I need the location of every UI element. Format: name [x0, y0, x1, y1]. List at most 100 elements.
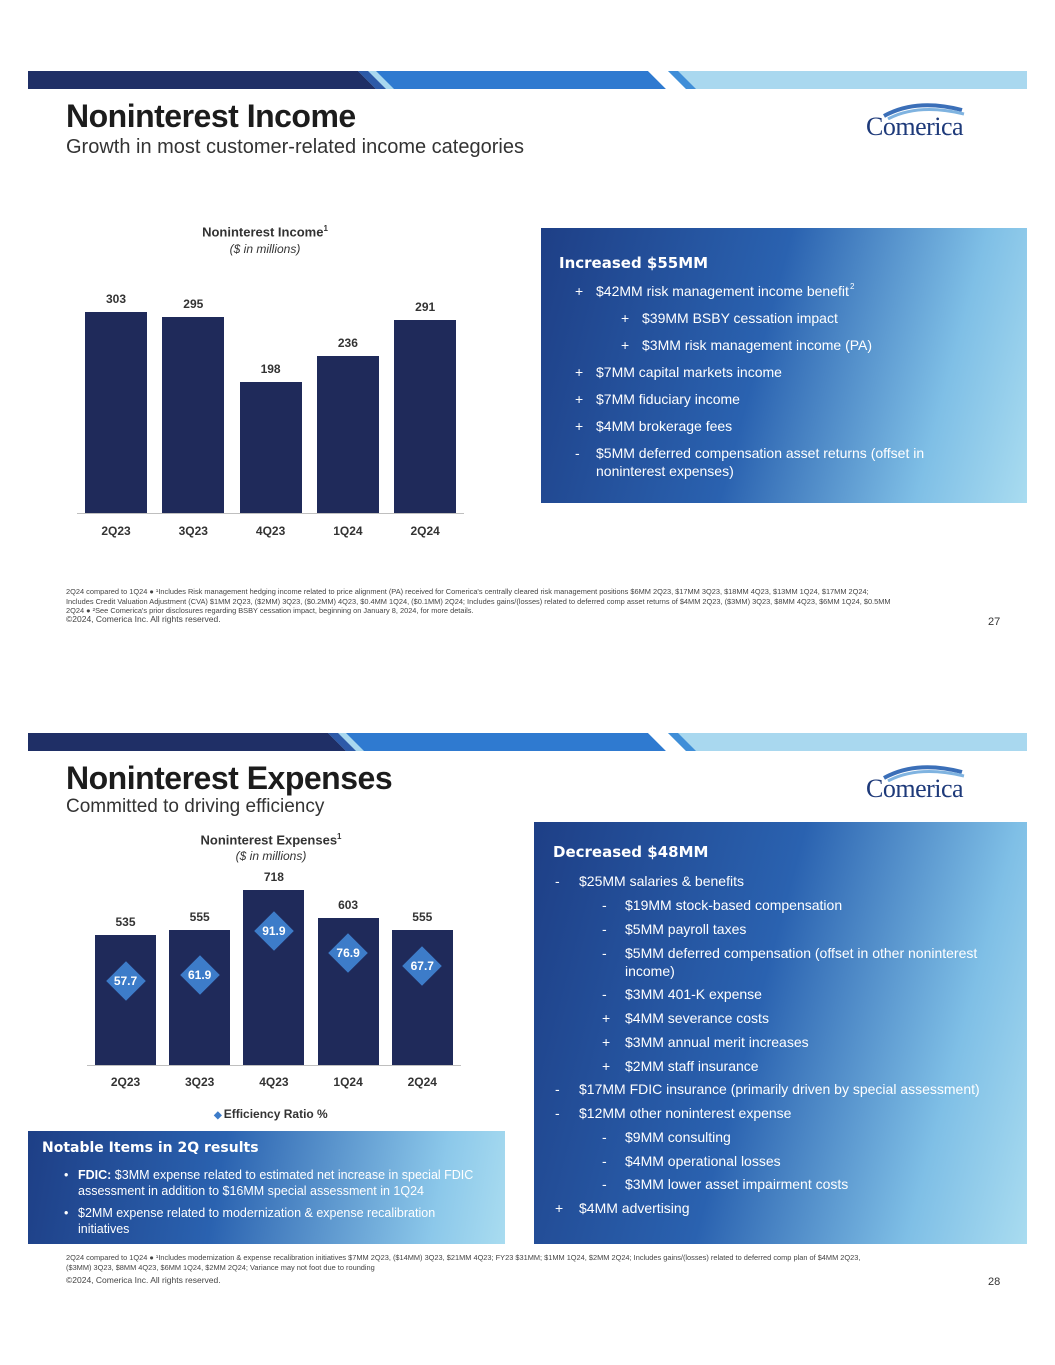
panel-list-text: $4MM advertising	[579, 1200, 690, 1216]
panel-list-text: $2MM staff insurance	[625, 1058, 759, 1074]
income-summary-panel: Increased $55MM + $42MM risk management i…	[541, 228, 1027, 503]
ratio-value-label: 61.9	[188, 967, 212, 982]
bar-value-label: 555	[412, 910, 433, 924]
fdic-label: FDIC:	[78, 1168, 112, 1182]
minus-icon: -	[602, 921, 607, 937]
panel-list-item: - $19MM stock-based compensation	[602, 896, 1004, 914]
panel-heading: Increased $55MM	[559, 254, 709, 272]
panel-list-text: $19MM stock-based compensation	[625, 897, 843, 913]
bar-value-label: 291	[415, 300, 436, 314]
panel-list-item: - $17MM FDIC insurance (primarily driven …	[555, 1080, 1004, 1098]
bullet-line: $2MM expense related to modernization & …	[78, 1206, 436, 1220]
panel-list-text: income)	[625, 963, 675, 979]
ratio-value-label: 76.9	[336, 945, 360, 960]
panel-list-text: $3MM annual merit increases	[625, 1034, 809, 1050]
panel-list-text: $39MM BSBY cessation impact	[642, 310, 838, 326]
bar-2Q24	[394, 320, 457, 513]
bullet-line: $3MM expense related to estimated net in…	[111, 1168, 474, 1182]
panel-list-item: + $7MM fiduciary income	[575, 390, 1015, 408]
chart-legend: ◆ Efficiency Ratio %	[214, 1107, 328, 1121]
x-tick-label: 2Q24	[407, 1075, 437, 1089]
minus-icon: -	[602, 1129, 607, 1145]
chart-title-text: Noninterest Income	[202, 224, 324, 240]
page-title: Noninterest Expenses	[66, 760, 393, 796]
panel-list-item: + $39MM BSBY cessation impact	[621, 309, 1055, 327]
logo-wordmark: Comerica	[866, 774, 964, 803]
bar-3Q23	[169, 930, 231, 1065]
x-tick-label: 2Q24	[410, 524, 440, 538]
minus-icon: -	[555, 873, 560, 889]
footnote-line: 2Q24 compared to 1Q24 ● ¹Includes Risk m…	[66, 587, 869, 596]
plus-icon: +	[555, 1200, 564, 1216]
plus-icon: +	[602, 1010, 611, 1026]
minus-icon: -	[575, 445, 580, 461]
bar-value-label: 236	[337, 336, 358, 350]
diamond-legend-icon: ◆	[214, 1110, 222, 1121]
efficiency-ratio-marker: 67.7	[402, 946, 443, 986]
panel-list-item: - $25MM salaries & benefits	[555, 872, 1004, 890]
panel-list-item: + $42MM risk management income benefit 2	[575, 282, 1015, 300]
panel-list-item: + $4MM brokerage fees	[575, 417, 1015, 435]
x-tick-label: 3Q23	[178, 524, 208, 538]
bar-value-label: 603	[338, 898, 359, 912]
page-number: 27	[988, 616, 1001, 628]
panel-list-text: $5MM payroll taxes	[625, 921, 747, 937]
page-title: Noninterest Income	[66, 98, 356, 134]
panel-list-item: + $3MM annual merit increases	[602, 1033, 1004, 1051]
bar-value-label: 295	[183, 297, 204, 311]
footnote-marker: 2	[850, 282, 855, 291]
bullet-text: FDIC: $3MM expense related to estimated …	[78, 1167, 473, 1199]
bullet-icon: •	[64, 1168, 69, 1182]
notable-heading: Notable Items in 2Q results	[42, 1140, 259, 1156]
footnote: 2Q24 compared to 1Q24 ● ¹Includes modern…	[66, 1253, 1026, 1272]
panel-list-text: $17MM FDIC insurance (primarily driven b…	[579, 1081, 980, 1097]
plus-icon: +	[602, 1034, 611, 1050]
copyright: ©2024, Comerica Inc. All rights reserved…	[66, 1275, 221, 1285]
comerica-logo: Comerica	[866, 762, 976, 803]
panel-list-item: + $2MM staff insurance	[602, 1057, 1004, 1075]
comerica-logo: Comerica	[866, 100, 976, 141]
panel-list-text: $12MM other noninterest expense	[579, 1105, 792, 1121]
ratio-value-label: 67.7	[410, 959, 434, 974]
plus-icon: +	[575, 418, 584, 434]
efficiency-ratio-marker: 91.9	[254, 911, 294, 951]
plus-icon: +	[602, 1058, 611, 1074]
panel-list-item: + $3MM risk management income (PA)	[621, 336, 1055, 354]
panel-list-text: $5MM deferred compensation (offset in ot…	[625, 945, 978, 961]
panel-list-item: - $4MM operational losses	[602, 1152, 1004, 1170]
notable-items-panel: Notable Items in 2Q results • FDIC: $3MM…	[28, 1131, 505, 1244]
header-stripe	[28, 71, 1027, 89]
chart-subtitle: ($ in millions)	[229, 242, 301, 256]
bar-2Q23	[85, 312, 147, 513]
plus-icon: +	[621, 337, 630, 353]
bullet-line: assessment in addition to $16MM special …	[78, 1184, 425, 1198]
plus-icon: +	[621, 310, 630, 326]
page-number: 28	[988, 1276, 1001, 1288]
chart-title-sup: 1	[337, 832, 342, 841]
efficiency-ratio-marker: 61.9	[179, 954, 220, 995]
minus-icon: -	[602, 1176, 607, 1192]
chart-title-sup: 1	[323, 224, 328, 233]
panel-list-item: - $5MM deferred compensation asset return…	[575, 444, 1015, 462]
minus-icon: -	[602, 945, 607, 961]
bullet-text: $2MM expense related to modernization & …	[78, 1205, 435, 1237]
footnote-line: 2Q24 compared to 1Q24 ● ¹Includes modern…	[66, 1253, 861, 1262]
panel-list-text: $3MM 401-K expense	[625, 986, 762, 1002]
minus-icon: -	[602, 986, 607, 1002]
x-tick-label: 2Q23	[110, 1075, 141, 1089]
page-subtitle: Growth in most customer-related income c…	[66, 136, 524, 158]
logo-wordmark: Comerica	[866, 112, 964, 141]
legend-label: Efficiency Ratio %	[223, 1107, 328, 1121]
bar-4Q23	[239, 382, 302, 513]
expense-summary-panel: Decreased $48MM - $25MM salaries & benefi…	[534, 822, 1027, 1244]
panel-list-text: $42MM risk management income benefit	[596, 283, 849, 299]
x-axis-line	[87, 1065, 461, 1066]
minus-icon: -	[602, 897, 607, 913]
footnote-line: ($3MM) 3Q23, $8MM 4Q23, $6MM 1Q24, $2MM …	[66, 1262, 375, 1272]
footnote-line: 2Q24 ● ²See Comerica's prior disclosures…	[66, 606, 474, 616]
bar-value-label: 535	[115, 915, 136, 929]
x-tick-label: 3Q23	[185, 1075, 215, 1089]
plus-icon: +	[575, 391, 584, 407]
header-stripe	[28, 733, 1027, 751]
